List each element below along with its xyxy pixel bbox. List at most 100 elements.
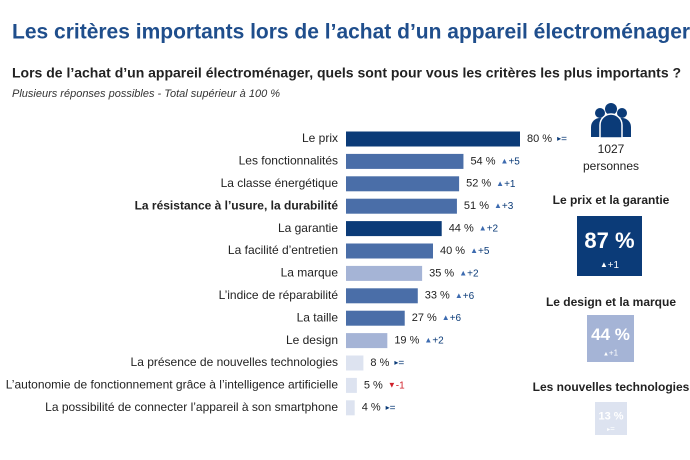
change-arrow: ▲ (494, 201, 502, 210)
group-box (587, 315, 634, 362)
change-value: = (610, 424, 615, 433)
bar (346, 176, 460, 192)
change-arrow: ▸ (557, 134, 561, 143)
group-title: Les nouvelles technologies (533, 380, 690, 394)
bar (346, 243, 433, 259)
bar (346, 131, 520, 147)
category-label: La taille (297, 310, 339, 324)
category-label: La facilité d’entretien (228, 243, 338, 257)
change-label: ▲+1 (600, 260, 620, 271)
category-label: La marque (281, 266, 339, 280)
chart-subtitle: Lors de l’achat d’un appareil électromén… (12, 65, 681, 81)
change-label: ▼-1 (388, 380, 405, 391)
group-value: 44 % (591, 325, 630, 344)
change-label: ▲+5 (501, 156, 521, 167)
change-value: +1 (504, 178, 516, 189)
note: Plusieurs réponses possibles - Total sup… (12, 88, 280, 100)
bar (346, 265, 423, 281)
respondents: 1027 (598, 142, 625, 156)
bar (346, 333, 388, 349)
bar (346, 221, 442, 237)
change-value: +2 (467, 268, 479, 279)
change-value: +5 (478, 246, 490, 257)
change-label: ▲+5 (470, 246, 490, 257)
change-value: -1 (396, 380, 405, 391)
change-arrow: ▸ (607, 427, 610, 433)
change-label: ▲+1 (496, 178, 516, 189)
change-value: +3 (502, 201, 514, 212)
bar (346, 400, 355, 416)
change-value: = (561, 134, 567, 145)
category-label: L’autonomie de fonctionnement grâce à l’… (6, 378, 339, 392)
change-label: ▸= (386, 402, 396, 413)
bar (346, 377, 357, 393)
chart-title: Les critères importants lors de l’achat … (12, 21, 690, 44)
group-box (595, 402, 627, 435)
change-arrow: ▲ (455, 291, 463, 300)
change-value: +6 (463, 290, 475, 301)
change-label: ▲+3 (494, 201, 514, 212)
value-label: 51 % (464, 200, 489, 212)
change-label: ▲+2 (479, 223, 499, 234)
change-label: ▲+2 (459, 268, 479, 279)
group-title: Le design et la marque (546, 295, 676, 309)
change-arrow: ▲ (470, 246, 478, 255)
value-label: 44 % (449, 223, 474, 235)
group-value: 87 % (584, 228, 634, 253)
category-label: Le prix (302, 131, 338, 145)
bar (346, 153, 464, 169)
group-title: Le prix et la garantie (553, 193, 670, 207)
change-label: ▲+2 (424, 335, 444, 346)
value-label: 4 % (362, 402, 381, 414)
value-label: 8 % (370, 357, 389, 369)
bar (346, 198, 457, 214)
change-value: +6 (450, 313, 462, 324)
respondents-label: personnes (583, 159, 639, 173)
group-value: 13 % (598, 410, 623, 422)
value-label: 33 % (425, 290, 450, 302)
people-icon (591, 103, 631, 139)
change-value: +1 (608, 260, 620, 271)
value-label: 35 % (429, 267, 454, 279)
change-label: ▲+6 (442, 313, 462, 324)
change-arrow: ▸ (386, 403, 390, 412)
category-label: Les fonctionnalités (239, 154, 338, 168)
change-label: ▸= (394, 358, 404, 369)
change-label: ▲+6 (455, 290, 475, 301)
bar (346, 288, 418, 304)
change-arrow: ▼ (388, 381, 396, 390)
value-label: 54 % (470, 155, 495, 167)
change-label: ▸= (557, 134, 567, 145)
change-arrow: ▲ (442, 313, 450, 322)
change-arrow: ▲ (501, 157, 509, 166)
value-label: 19 % (394, 335, 419, 347)
category-label: La possibilité de connecter l’appareil à… (45, 400, 338, 414)
value-label: 80 % (527, 133, 552, 145)
category-label: L’indice de réparabilité (219, 288, 339, 302)
change-value: +2 (487, 223, 499, 234)
change-label: ▸= (607, 424, 615, 433)
category-label: La résistance à l’usure, la durabilité (135, 198, 339, 212)
change-arrow: ▲ (459, 269, 467, 278)
group-box (577, 216, 642, 276)
bar (346, 310, 405, 326)
change-arrow: ▲ (424, 336, 432, 345)
change-arrow: ▲ (603, 351, 609, 357)
change-arrow: ▲ (600, 260, 608, 269)
change-arrow: ▲ (479, 224, 487, 233)
value-label: 5 % (364, 379, 383, 391)
change-label: ▲+1 (603, 349, 619, 358)
category-label: La classe énergétique (221, 176, 339, 190)
change-arrow: ▸ (394, 358, 398, 367)
category-label: La garantie (278, 221, 338, 235)
change-value: +1 (609, 349, 619, 358)
value-label: 40 % (440, 245, 465, 257)
category-label: Le design (286, 333, 338, 347)
change-value: +2 (432, 335, 444, 346)
change-value: +5 (508, 156, 520, 167)
bar (346, 355, 364, 371)
value-label: 52 % (466, 178, 491, 190)
category-label: La présence de nouvelles technologies (131, 355, 338, 369)
change-value: = (390, 402, 396, 413)
